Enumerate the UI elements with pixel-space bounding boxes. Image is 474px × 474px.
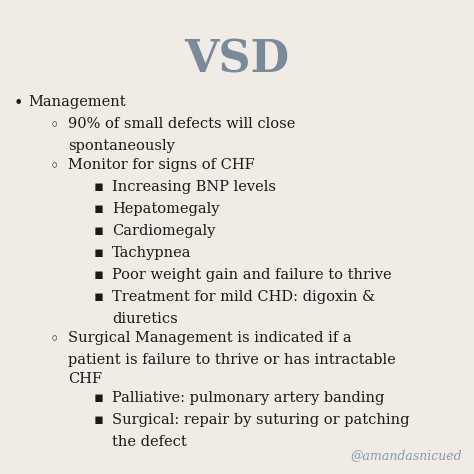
Text: ◦: ◦ bbox=[50, 158, 60, 175]
Text: ▪: ▪ bbox=[94, 202, 104, 216]
Text: ▪: ▪ bbox=[94, 413, 104, 427]
Text: ▪: ▪ bbox=[94, 391, 104, 405]
Text: ▪: ▪ bbox=[94, 224, 104, 238]
Text: •: • bbox=[14, 95, 23, 112]
Text: Treatment for mild CHD: digoxin &: Treatment for mild CHD: digoxin & bbox=[112, 290, 375, 304]
Text: ◦: ◦ bbox=[50, 117, 60, 134]
Text: Management: Management bbox=[28, 95, 126, 109]
Text: ▪: ▪ bbox=[94, 290, 104, 304]
Text: patient is failure to thrive or has intractable: patient is failure to thrive or has intr… bbox=[68, 353, 396, 367]
Text: Surgical: repair by suturing or patching: Surgical: repair by suturing or patching bbox=[112, 413, 410, 427]
Text: Hepatomegaly: Hepatomegaly bbox=[112, 202, 219, 216]
Text: Tachypnea: Tachypnea bbox=[112, 246, 191, 260]
Text: Poor weight gain and failure to thrive: Poor weight gain and failure to thrive bbox=[112, 268, 392, 282]
Text: @amandasnicued: @amandasnicued bbox=[350, 449, 462, 462]
Text: diuretics: diuretics bbox=[112, 312, 178, 326]
Text: 90% of small defects will close: 90% of small defects will close bbox=[68, 117, 295, 131]
Text: Cardiomegaly: Cardiomegaly bbox=[112, 224, 215, 238]
Text: Surgical Management is indicated if a: Surgical Management is indicated if a bbox=[68, 331, 352, 345]
Text: spontaneously: spontaneously bbox=[68, 139, 175, 153]
Text: the defect: the defect bbox=[112, 435, 187, 449]
Text: Increasing BNP levels: Increasing BNP levels bbox=[112, 180, 276, 194]
Text: ▪: ▪ bbox=[94, 246, 104, 260]
Text: CHF: CHF bbox=[68, 372, 102, 386]
Text: VSD: VSD bbox=[184, 38, 290, 81]
Text: ▪: ▪ bbox=[94, 180, 104, 194]
Text: Palliative: pulmonary artery banding: Palliative: pulmonary artery banding bbox=[112, 391, 384, 405]
Text: Monitor for signs of CHF: Monitor for signs of CHF bbox=[68, 158, 255, 172]
Text: ▪: ▪ bbox=[94, 268, 104, 282]
Text: ◦: ◦ bbox=[50, 331, 60, 348]
